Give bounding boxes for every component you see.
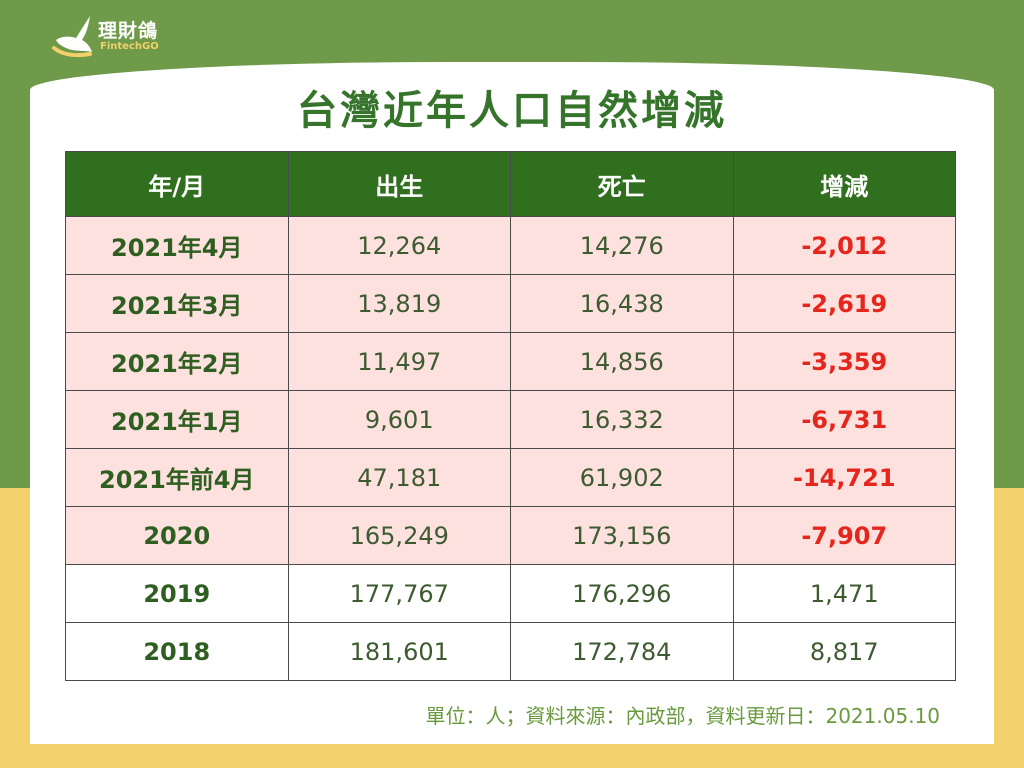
- deaths-cell: 172,784: [510, 622, 734, 681]
- table-row: 2021年1月 9,601 16,332 -6,731: [65, 390, 956, 449]
- period-cell: 2021年1月: [65, 390, 289, 449]
- population-table: 年/月 出生 死亡 增減 2021年4月 12,264 14,276 -2,01…: [65, 151, 956, 681]
- period-cell: 2019: [65, 564, 289, 623]
- brand-name: 理財鴿: [98, 20, 159, 42]
- deaths-cell: 14,276: [510, 216, 734, 275]
- header-change: 增減: [732, 151, 956, 217]
- table-row: 2018 181,601 172,784 8,817: [65, 622, 956, 681]
- change-cell: -3,359: [732, 332, 956, 391]
- change-cell: 1,471: [732, 564, 956, 623]
- change-cell: -14,721: [732, 448, 956, 507]
- brand-logo: 理財鴿 FintechGO: [50, 10, 190, 62]
- births-cell: 12,264: [287, 216, 511, 275]
- header-period: 年/月: [65, 151, 289, 217]
- table-row: 2021年4月 12,264 14,276 -2,012: [65, 216, 956, 275]
- change-cell: -2,619: [732, 274, 956, 333]
- change-cell: 8,817: [732, 622, 956, 681]
- deaths-cell: 173,156: [510, 506, 734, 565]
- period-cell: 2021年2月: [65, 332, 289, 391]
- period-cell: 2021年4月: [65, 216, 289, 275]
- header-births: 出生: [287, 151, 511, 217]
- births-cell: 9,601: [287, 390, 511, 449]
- deaths-cell: 61,902: [510, 448, 734, 507]
- period-cell: 2021年前4月: [65, 448, 289, 507]
- period-cell: 2018: [65, 622, 289, 681]
- births-cell: 47,181: [287, 448, 511, 507]
- dove-icon: [52, 16, 92, 58]
- period-cell: 2020: [65, 506, 289, 565]
- brand-subtitle: FintechGO: [100, 41, 159, 52]
- deaths-cell: 14,856: [510, 332, 734, 391]
- deaths-cell: 176,296: [510, 564, 734, 623]
- change-cell: -2,012: [732, 216, 956, 275]
- source-footnote: 單位：人；資料來源：內政部，資料更新日：2021.05.10: [425, 704, 940, 728]
- births-cell: 181,601: [287, 622, 511, 681]
- period-cell: 2021年3月: [65, 274, 289, 333]
- change-cell: -6,731: [732, 390, 956, 449]
- table-row: 2020 165,249 173,156 -7,907: [65, 506, 956, 565]
- deaths-cell: 16,438: [510, 274, 734, 333]
- births-cell: 165,249: [287, 506, 511, 565]
- births-cell: 11,497: [287, 332, 511, 391]
- births-cell: 13,819: [287, 274, 511, 333]
- table-header-row: 年/月 出生 死亡 增減: [65, 151, 956, 217]
- header-deaths: 死亡: [510, 151, 734, 217]
- table-row: 2021年前4月 47,181 61,902 -14,721: [65, 448, 956, 507]
- change-cell: -7,907: [732, 506, 956, 565]
- page-title: 台灣近年人口自然增減: [297, 88, 727, 134]
- table-row: 2021年3月 13,819 16,438 -2,619: [65, 274, 956, 333]
- table-row: 2019 177,767 176,296 1,471: [65, 564, 956, 623]
- births-cell: 177,767: [287, 564, 511, 623]
- deaths-cell: 16,332: [510, 390, 734, 449]
- table-row: 2021年2月 11,497 14,856 -3,359: [65, 332, 956, 391]
